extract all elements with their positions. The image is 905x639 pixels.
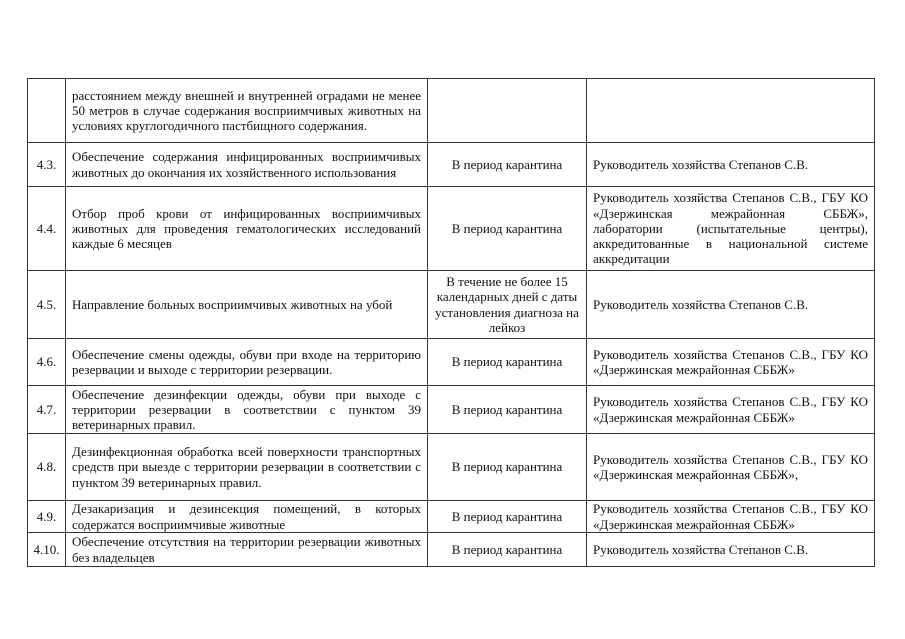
table-row: 4.6. Обеспечение смены одежды, обуви при … xyxy=(27,338,875,386)
measure-term: В период карантина xyxy=(427,142,587,187)
measure-term: В период карантина xyxy=(427,186,587,271)
row-number: 4.6. xyxy=(27,338,66,386)
measure-term: В период карантина xyxy=(427,500,587,533)
measure-description: Дезинфекционная обработка всей поверхнос… xyxy=(65,433,428,501)
measure-term: В течение не более 15 календарных дней с… xyxy=(427,270,587,339)
table-row: 4.10. Обеспечение отсутствия на территори… xyxy=(27,532,875,567)
measure-term: В период карантина xyxy=(427,433,587,501)
row-number: 4.9. xyxy=(27,500,66,533)
measure-description: Дезакаризация и дезинсекция помещений, в… xyxy=(65,500,428,533)
measure-term: В период карантина xyxy=(427,532,587,567)
measure-description: Отбор проб крови от инфицированных воспр… xyxy=(65,186,428,271)
row-number: 4.3. xyxy=(27,142,66,187)
table-row: расстоянием между внешней и внутренней о… xyxy=(27,78,875,143)
table-row: 4.7. Обеспечение дезинфекции одежды, обув… xyxy=(27,385,875,434)
measure-description: Обеспечение смены одежды, обуви при вход… xyxy=(65,338,428,386)
table-row: 4.9. Дезакаризация и дезинсекция помещени… xyxy=(27,500,875,533)
row-number: 4.8. xyxy=(27,433,66,501)
table-row: 4.8. Дезинфекционная обработка всей повер… xyxy=(27,433,875,501)
row-number: 4.7. xyxy=(27,385,66,434)
responsible-party: Руководитель хозяйства Степанов С.В. xyxy=(586,270,875,339)
measures-table: расстоянием между внешней и внутренней о… xyxy=(27,78,875,567)
row-number: 4.5. xyxy=(27,270,66,339)
measure-description: расстоянием между внешней и внутренней о… xyxy=(65,78,428,143)
responsible-party xyxy=(586,78,875,143)
table-row: 4.3. Обеспечение содержания инфицированны… xyxy=(27,142,875,187)
responsible-party: Руководитель хозяйства Степанов С.В., ГБ… xyxy=(586,338,875,386)
table-row: 4.4. Отбор проб крови от инфицированных в… xyxy=(27,186,875,271)
responsible-party: Руководитель хозяйства Степанов С.В., ГБ… xyxy=(586,433,875,501)
responsible-party: Руководитель хозяйства Степанов С.В., ГБ… xyxy=(586,500,875,533)
measure-term xyxy=(427,78,587,143)
measure-description: Обеспечение содержания инфицированных во… xyxy=(65,142,428,187)
row-number xyxy=(27,78,66,143)
table-row: 4.5. Направление больных восприимчивых жи… xyxy=(27,270,875,339)
measure-term: В период карантина xyxy=(427,338,587,386)
responsible-party: Руководитель хозяйства Степанов С.В. xyxy=(586,532,875,567)
measure-term: В период карантина xyxy=(427,385,587,434)
responsible-party: Руководитель хозяйства Степанов С.В., ГБ… xyxy=(586,186,875,271)
row-number: 4.4. xyxy=(27,186,66,271)
responsible-party: Руководитель хозяйства Степанов С.В. xyxy=(586,142,875,187)
row-number: 4.10. xyxy=(27,532,66,567)
measure-description: Направление больных восприимчивых животн… xyxy=(65,270,428,339)
responsible-party: Руководитель хозяйства Степанов С.В., ГБ… xyxy=(586,385,875,434)
measure-description: Обеспечение дезинфекции одежды, обуви пр… xyxy=(65,385,428,434)
measure-description: Обеспечение отсутствия на территории рез… xyxy=(65,532,428,567)
